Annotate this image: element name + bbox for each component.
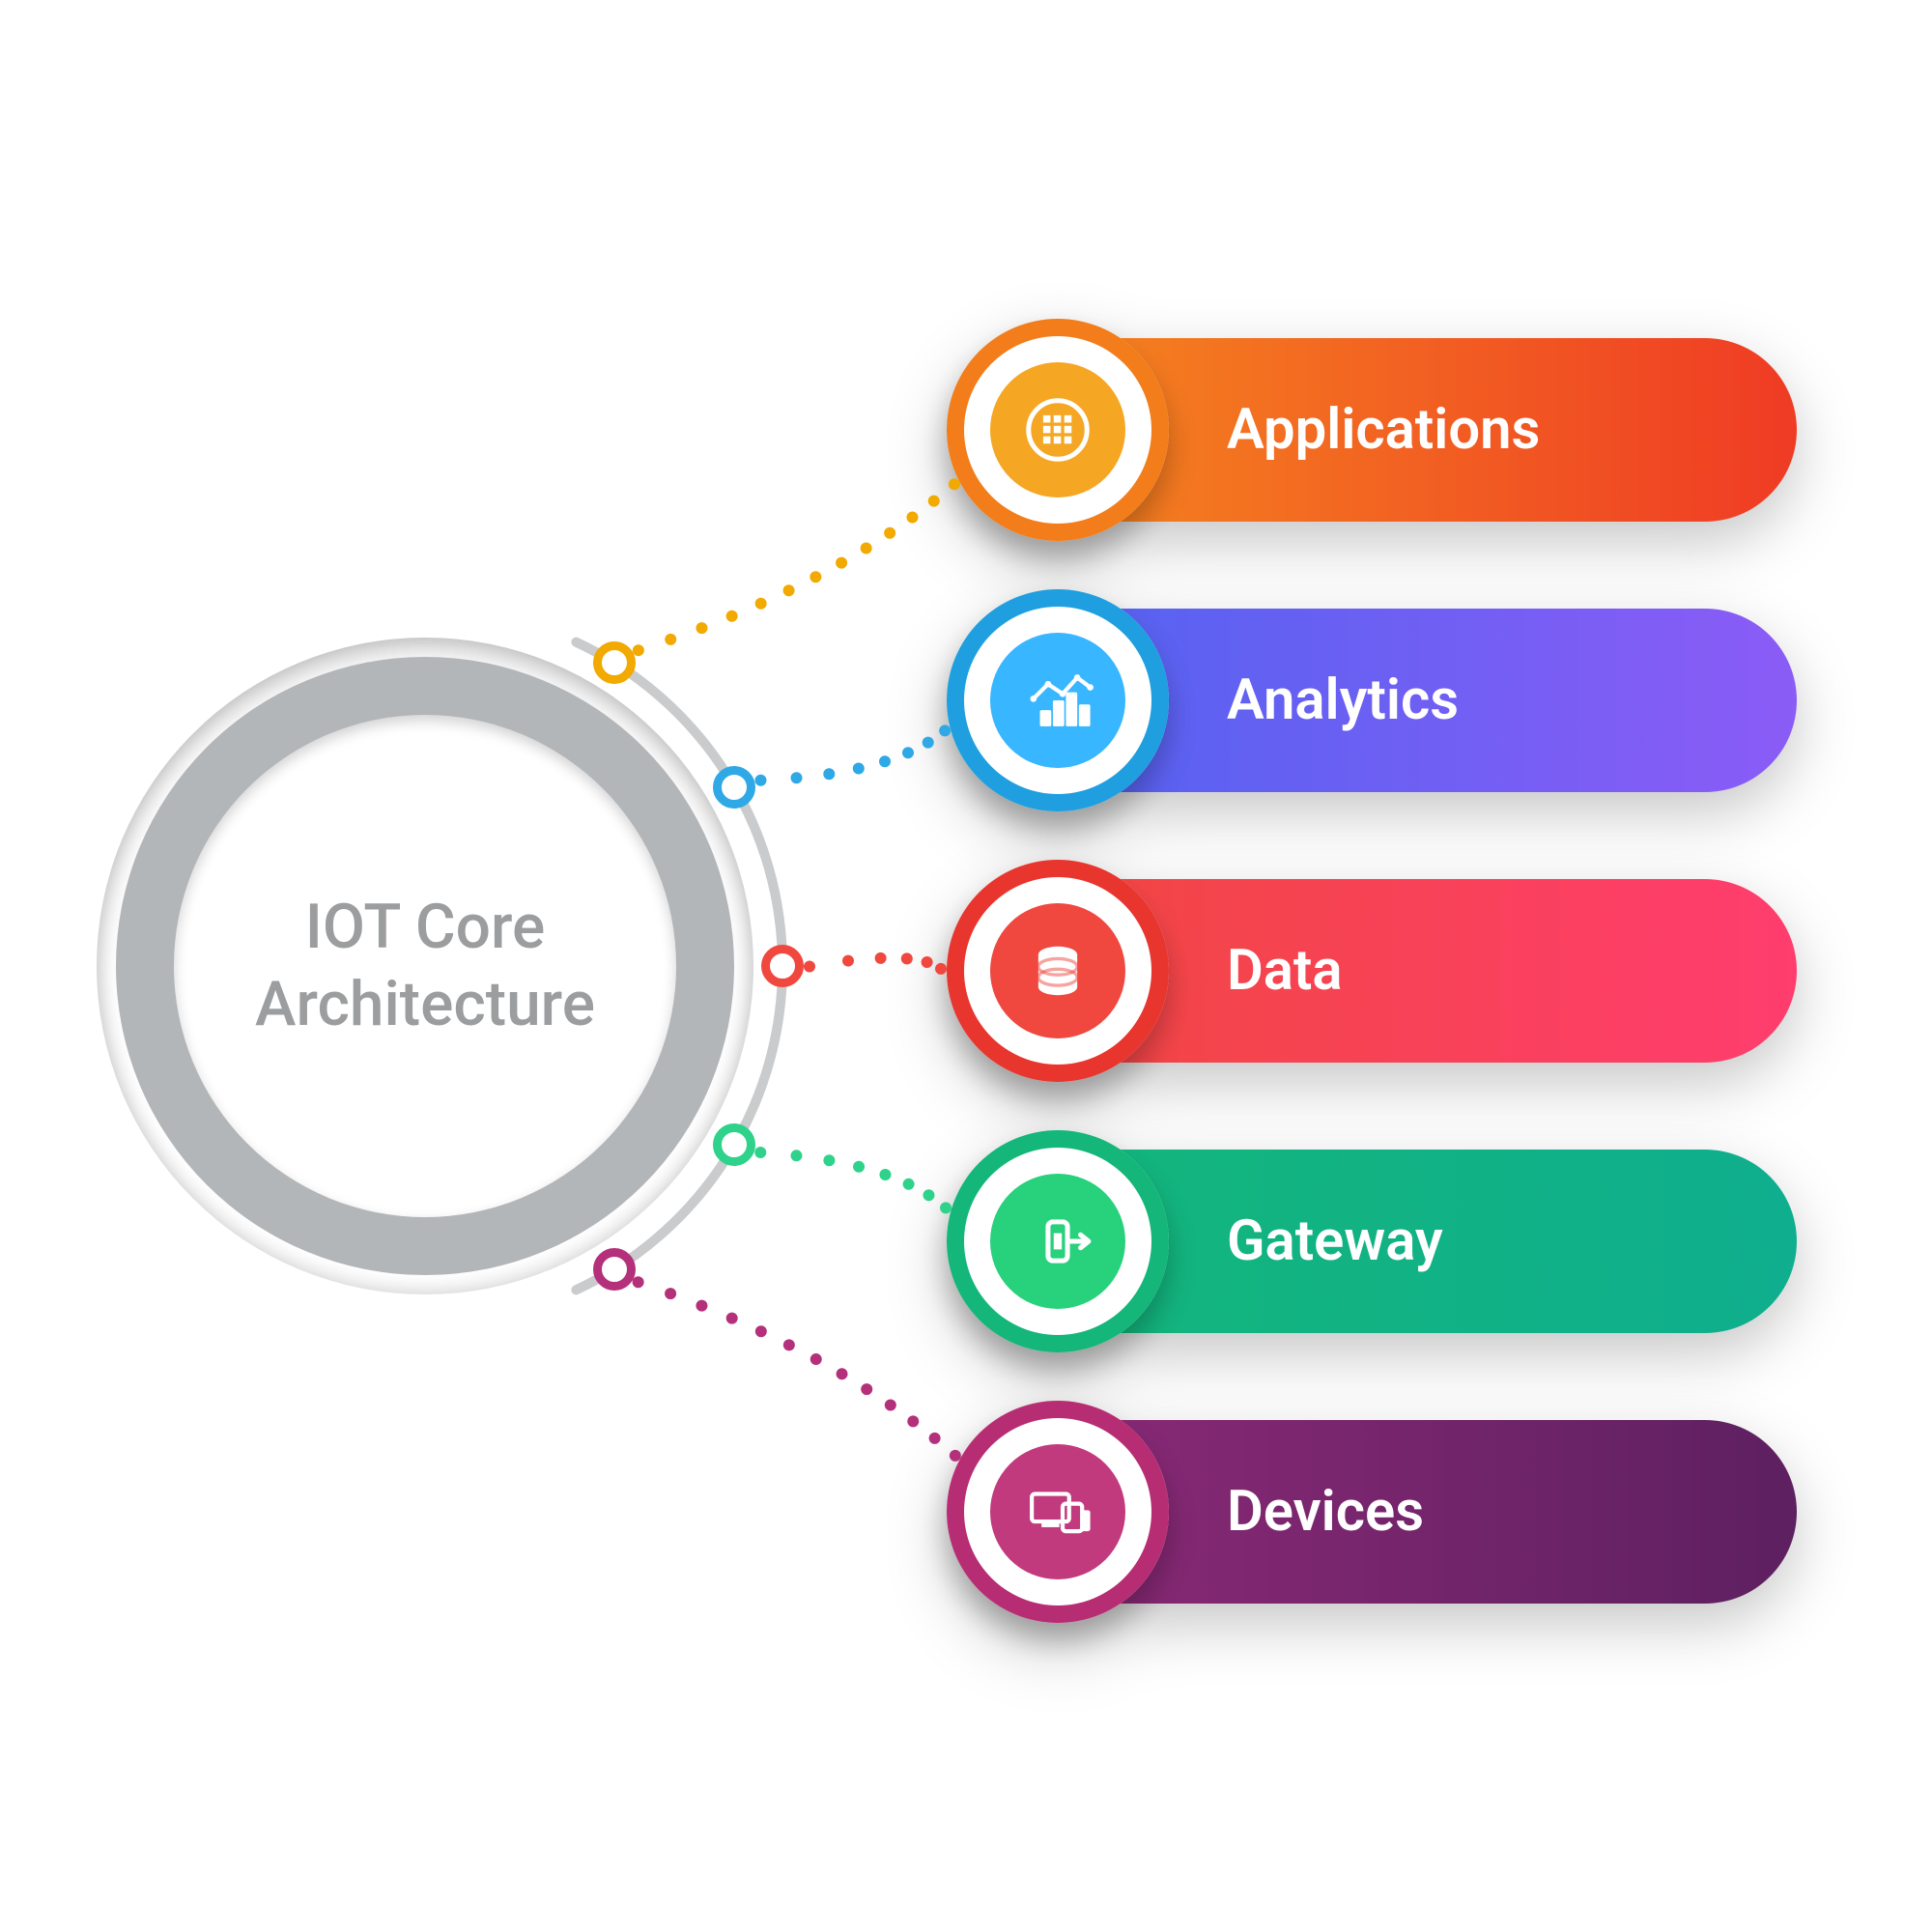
connectors	[0, 0, 1932, 1932]
